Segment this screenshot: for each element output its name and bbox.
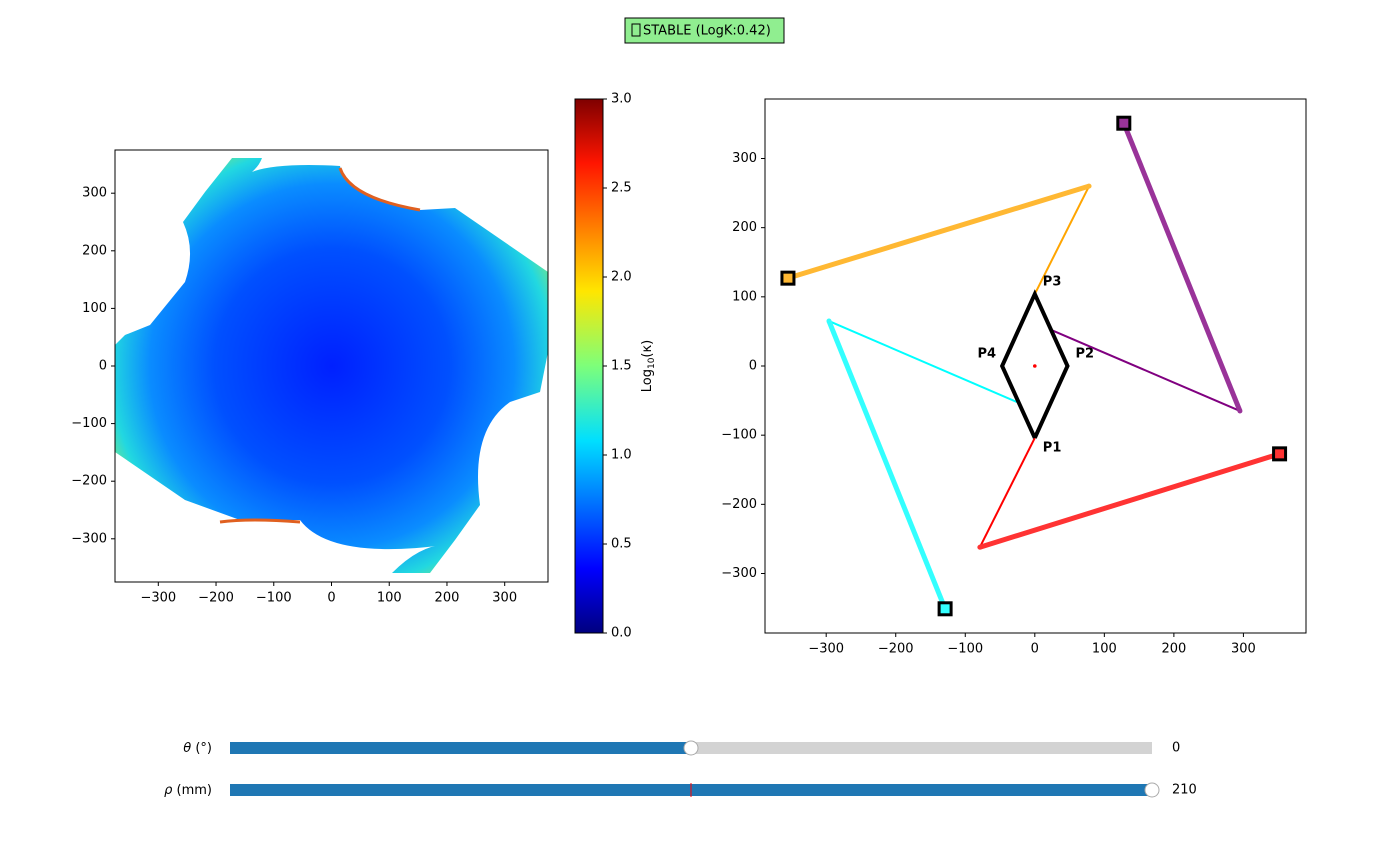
workspace-heatmap [115, 158, 548, 573]
status-box [624, 17, 785, 44]
y-tick-label: 300 [732, 151, 757, 166]
colorbar [575, 99, 603, 633]
x-tick-label: −100 [256, 591, 292, 606]
elbow-joint [826, 318, 832, 324]
colorbar-tick-label: 0.5 [611, 537, 632, 552]
platform-center [1033, 364, 1037, 368]
distal-link [828, 320, 1018, 403]
colorbar-tick-label: 1.5 [611, 359, 632, 374]
x-tick-label: −100 [947, 642, 983, 657]
platform [999, 289, 1070, 439]
y-tick-label: −300 [721, 566, 757, 581]
status-text: STABLE (LogK:0.42) [643, 24, 771, 39]
y-tick-label: 200 [732, 220, 757, 235]
x-tick-label: 200 [435, 591, 460, 606]
slider-fill [230, 742, 691, 754]
x-tick-label: 200 [1161, 642, 1186, 657]
x-tick-label: −200 [198, 591, 234, 606]
y-tick-label: −300 [71, 531, 107, 546]
y-tick-label: 0 [99, 359, 107, 374]
vertex-label: P4 [978, 347, 997, 362]
missing-glyph [631, 23, 641, 37]
slider-label: ρ (mm) [164, 783, 212, 798]
y-tick-label: −200 [71, 474, 107, 489]
elbow-joint [1237, 408, 1243, 414]
x-tick-label: 0 [1031, 642, 1039, 657]
x-tick-label: −300 [808, 642, 844, 657]
y-tick-label: 100 [82, 301, 107, 316]
elbow-joint [977, 544, 983, 550]
proximal-link [787, 183, 1090, 281]
y-tick-label: 100 [732, 289, 757, 304]
vertex-label: P1 [1043, 440, 1062, 455]
vertex-label: P3 [1043, 275, 1062, 290]
colorbar-tick-label: 2.0 [611, 270, 632, 285]
heatmap-edge [219, 518, 301, 524]
colorbar-tick-label: 0.0 [611, 626, 632, 641]
x-tick-label: −300 [140, 591, 176, 606]
distal-link [978, 437, 1036, 548]
x-tick-label: 100 [1092, 642, 1117, 657]
distal-link [1033, 185, 1090, 295]
x-tick-label: 300 [1231, 642, 1256, 657]
x-tick-label: 100 [377, 591, 402, 606]
heatmap-edge [338, 167, 421, 212]
proximal-link [1121, 122, 1243, 412]
slider-value: 210 [1172, 783, 1197, 798]
slider-handle[interactable] [1144, 782, 1160, 798]
x-tick-label: 300 [492, 591, 517, 606]
colorbar-tick-label: 1.0 [611, 448, 632, 463]
elbow-joint [1086, 183, 1092, 189]
slider-handle[interactable] [683, 740, 699, 756]
y-tick-label: −100 [721, 428, 757, 443]
y-tick-label: 300 [82, 186, 107, 201]
slider-label: θ (°) [183, 741, 212, 756]
colorbar-tick-label: 3.0 [611, 92, 632, 107]
y-tick-label: −200 [721, 497, 757, 512]
colorbar-label: Log10(κ) [640, 340, 657, 393]
base-joint [1116, 115, 1132, 131]
proximal-link [826, 320, 948, 610]
y-tick-label: −100 [71, 416, 107, 431]
y-tick-label: 200 [82, 243, 107, 258]
base-joint [937, 601, 953, 617]
x-tick-label: 0 [327, 591, 335, 606]
base-joint [1272, 446, 1288, 462]
status-badge: STABLE (LogK:0.42) [624, 17, 785, 44]
proximal-link [979, 451, 1281, 550]
slider-value: 0 [1172, 741, 1180, 756]
colorbar-tick-label: 2.5 [611, 181, 632, 196]
x-tick-label: −200 [878, 642, 914, 657]
distal-link [1051, 329, 1241, 412]
vertex-label: P2 [1075, 347, 1094, 362]
base-joint [780, 270, 796, 286]
y-tick-label: 0 [749, 359, 757, 374]
